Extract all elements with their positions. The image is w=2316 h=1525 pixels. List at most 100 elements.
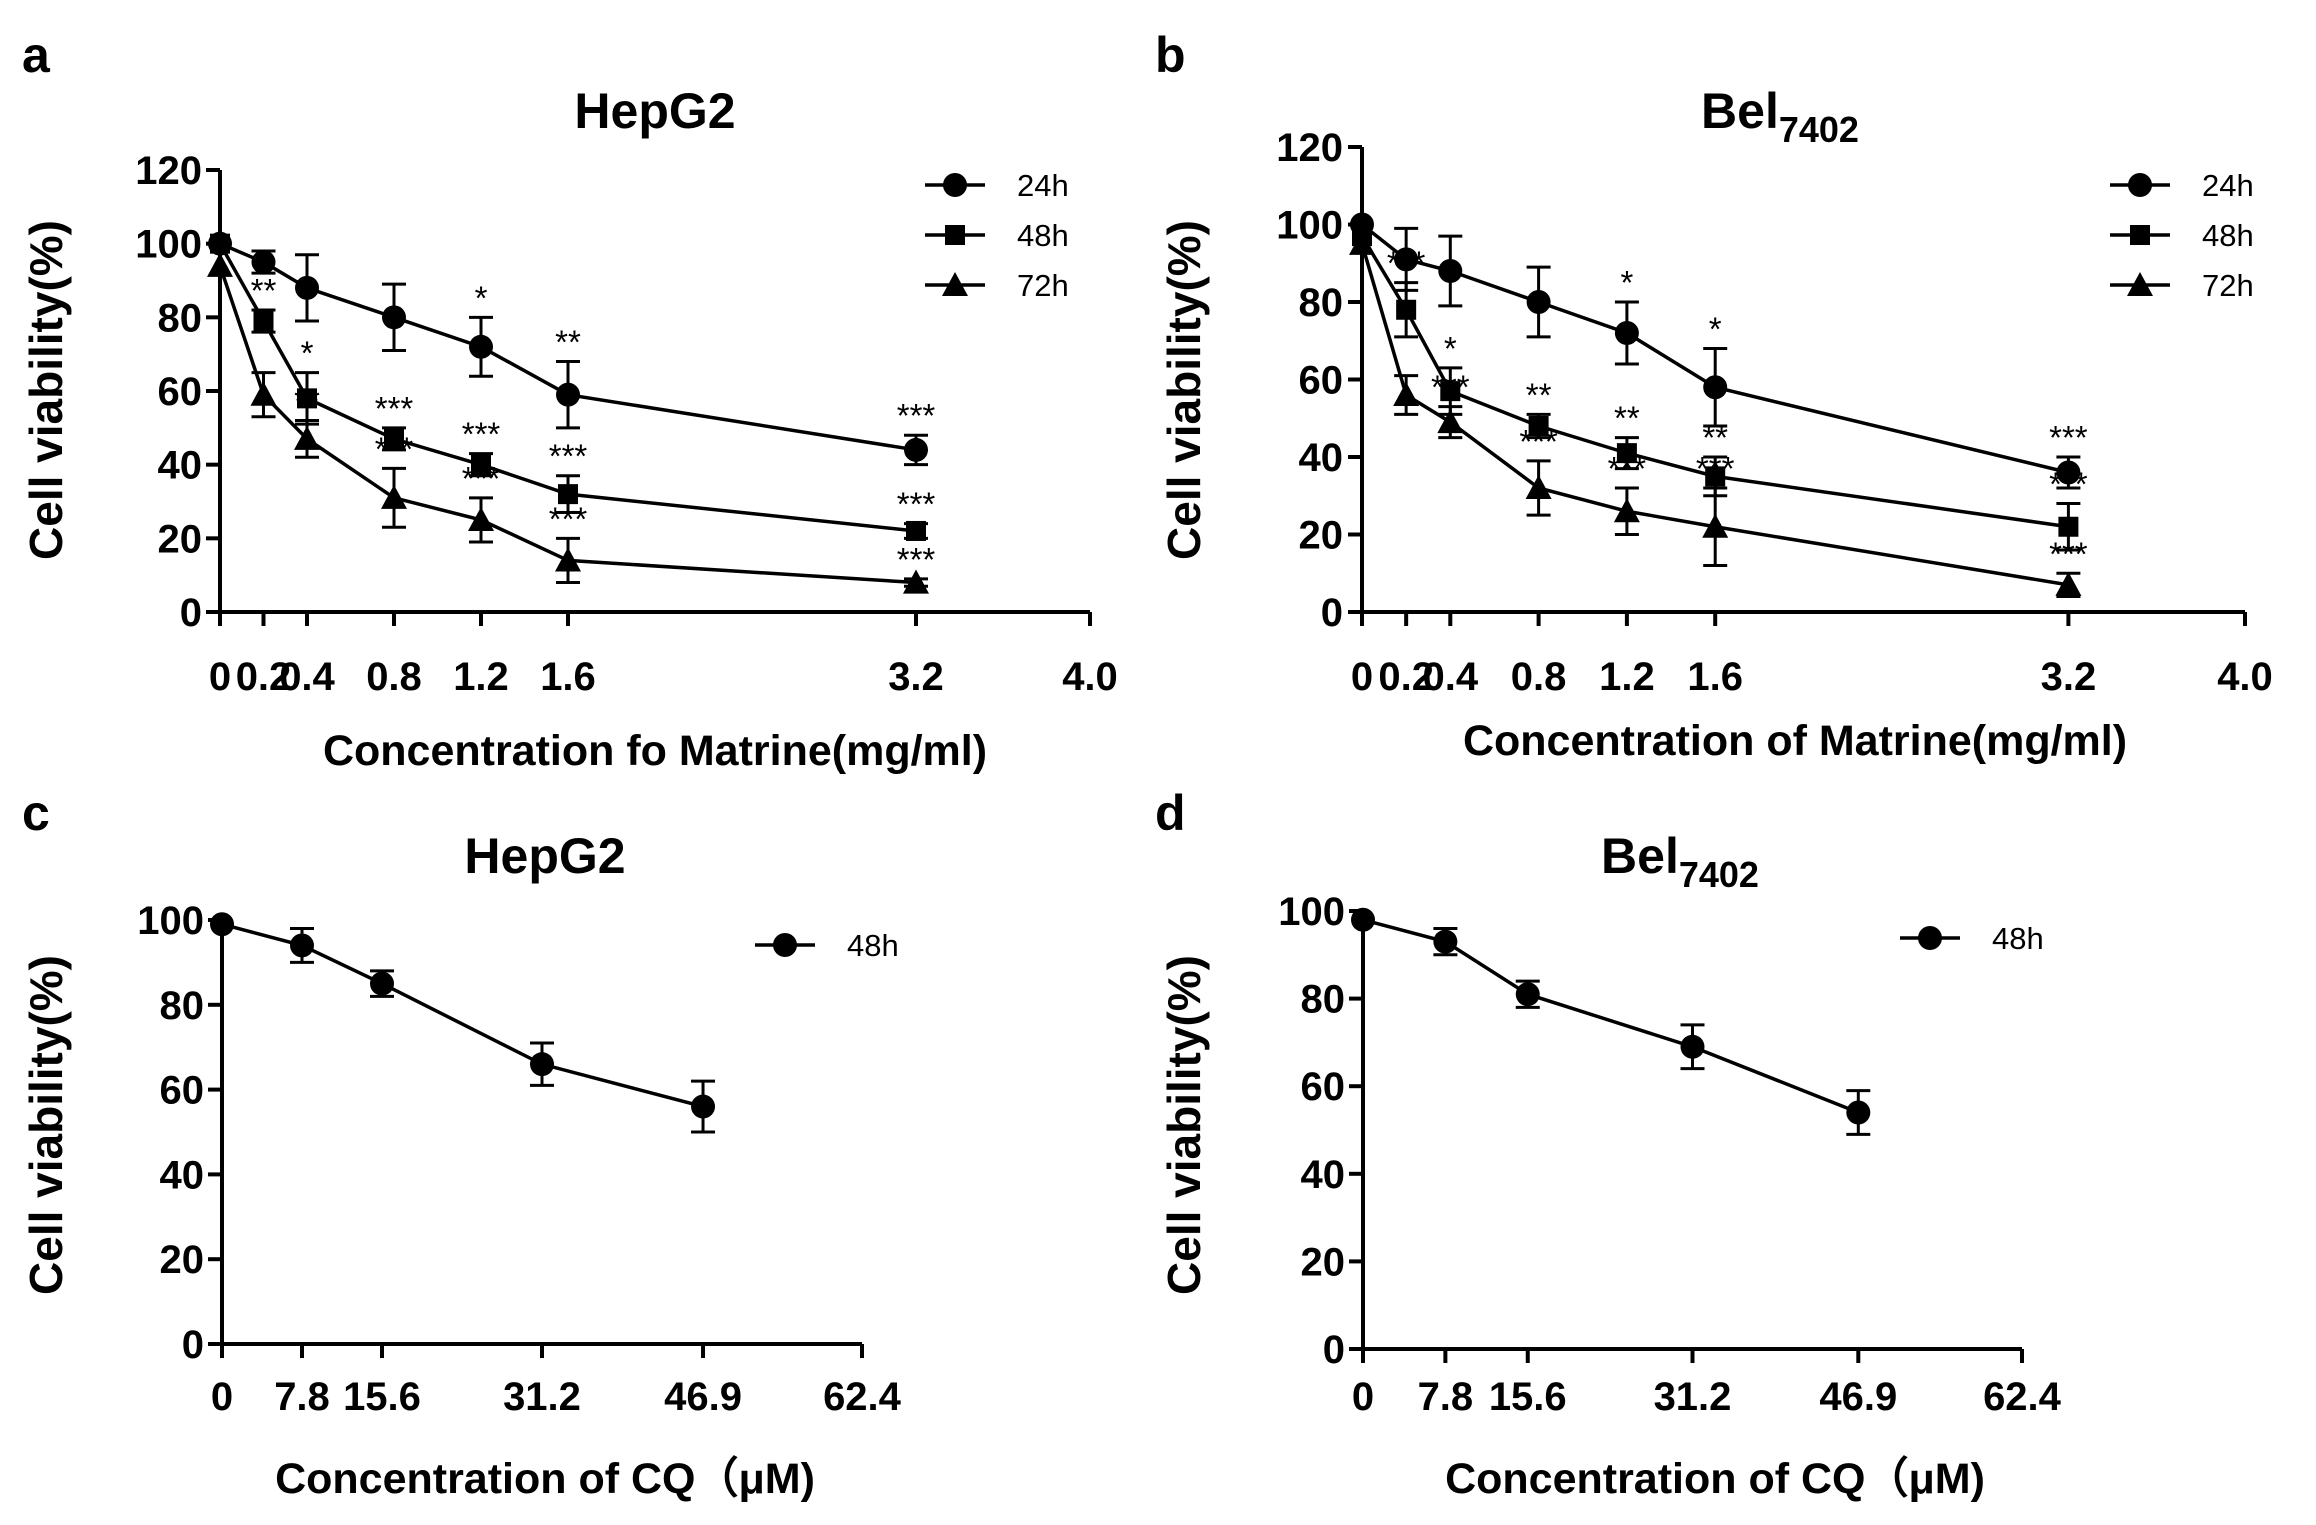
significance-label: * (1709, 311, 1722, 348)
significance-label: *** (549, 438, 588, 475)
legend-label: 48h (2202, 218, 2254, 253)
y-tick-label: 40 (160, 1153, 205, 1197)
data-point (1680, 1034, 1705, 1059)
significance-label: ** (294, 382, 320, 419)
significance-label: *** (897, 541, 936, 578)
y-tick-label: 20 (1299, 514, 1344, 558)
data-point (1703, 375, 1728, 400)
x-tick-label: 62.4 (1983, 1375, 2062, 1419)
y-axis-label: Cell viability(%) (20, 220, 72, 560)
x-tick-label: 46.9 (1819, 1375, 1897, 1419)
x-tick-label: 0.2 (236, 655, 292, 699)
legend-marker (2130, 225, 2150, 245)
chart-title: Bel7402 (1601, 828, 1759, 895)
data-point (1396, 299, 1417, 320)
data-point (1846, 1100, 1871, 1125)
data-point (295, 275, 319, 300)
legend-marker (945, 225, 965, 245)
data-point (2056, 460, 2081, 485)
significance-label: ** (1526, 376, 1552, 413)
y-tick-label: 40 (1299, 436, 1344, 480)
legend-marker (773, 933, 797, 957)
y-tick-label: 100 (1276, 204, 1343, 248)
data-point (469, 334, 493, 359)
legend-label: 48h (1992, 921, 2044, 956)
x-tick-label: 1.6 (1687, 655, 1743, 699)
data-point (297, 388, 317, 409)
data-point (530, 1052, 554, 1077)
chart-title-main: HepG2 (464, 828, 625, 884)
significance-label: *** (2049, 535, 2088, 572)
x-axis-label: Concentration fo Matrine(mg/ml) (323, 727, 987, 775)
data-point (903, 569, 929, 594)
y-tick-label: 60 (160, 1069, 205, 1113)
chart-panel-d: d Bel7402 0 20 40 60 80 100 0 7.8 15.6 31.2 46.9 62.4… (1155, 785, 2062, 1503)
chart-title: HepG2 (574, 83, 735, 139)
data-point (1528, 416, 1549, 436)
y-tick-label: 80 (1299, 281, 1344, 325)
chart-panel-c: c HepG2 0 20 40 60 80 100 0 7.8 15.6 31.2 46.9 62.4Co… (20, 785, 902, 1503)
x-tick-label: 1.2 (1599, 655, 1655, 699)
legend-marker (943, 173, 967, 197)
significance-label: *** (2049, 419, 2088, 456)
data-point (251, 250, 276, 275)
legend-marker (1918, 926, 1942, 950)
legend-label: 48h (847, 928, 899, 963)
significance-label: *** (897, 486, 936, 523)
series-24h: ***** (1350, 212, 2088, 490)
y-axis-label: Cell viability(%) (20, 955, 72, 1295)
legend-marker (2128, 173, 2152, 197)
data-point (370, 971, 394, 996)
legend: 48h (1900, 921, 2044, 956)
y-tick-label: 0 (1323, 1328, 1345, 1372)
y-tick-label: 100 (137, 899, 204, 943)
data-point (250, 381, 277, 406)
data-point (1440, 381, 1461, 402)
y-tick-label: 60 (158, 370, 203, 414)
legend: 24h 48h 72h (2110, 168, 2254, 303)
data-point (384, 428, 404, 449)
significance-label: *** (375, 390, 414, 427)
x-tick-label: 3.2 (888, 655, 944, 699)
legend-label: 24h (1017, 168, 1069, 203)
data-point (556, 382, 580, 407)
data-point (1394, 247, 1419, 272)
data-point (290, 933, 314, 958)
data-point (210, 233, 230, 254)
y-tick-label: 20 (158, 517, 203, 561)
significance-label: * (301, 335, 314, 372)
data-point (1614, 321, 1639, 345)
chart-title: Bel7402 (1701, 83, 1859, 150)
significance-label: *** (462, 460, 501, 497)
data-point (1616, 443, 1637, 464)
x-tick-label: 7.8 (1418, 1375, 1474, 1419)
y-tick-label: 120 (1276, 126, 1343, 170)
data-point (691, 1094, 716, 1119)
panel-letter: c (22, 785, 50, 841)
data-point (381, 484, 407, 509)
x-axis-label: Concentration of Matrine(mg/ml) (1463, 717, 2127, 765)
y-tick-label: 40 (1301, 1153, 1346, 1197)
x-tick-label: 0 (1351, 655, 1373, 699)
data-point (1515, 982, 1540, 1007)
data-point (1349, 230, 1375, 255)
legend-marker (942, 272, 968, 297)
chart-title-subscript: 7402 (1779, 109, 1859, 150)
y-tick-label: 60 (1301, 1065, 1346, 1109)
panel-letter: b (1155, 27, 1186, 83)
x-tick-label: 0.2 (1378, 655, 1434, 699)
series-72h: ************** (207, 252, 936, 594)
x-tick-label: 31.2 (1654, 1375, 1732, 1419)
data-point (1705, 466, 1726, 487)
y-tick-label: 100 (1278, 890, 1345, 934)
significance-label: *** (1519, 423, 1558, 460)
x-axis-label: Concentration of CQ（μM) (275, 1455, 815, 1503)
y-tick-label: 120 (135, 149, 202, 193)
legend: 48h (755, 928, 899, 963)
panel-letter: a (22, 27, 51, 83)
x-axis-label: Concentration of CQ（μM) (1445, 1455, 1985, 1503)
significance-label: ** (1702, 419, 1728, 456)
x-tick-label: 15.6 (343, 1375, 421, 1419)
data-point (2055, 571, 2082, 596)
